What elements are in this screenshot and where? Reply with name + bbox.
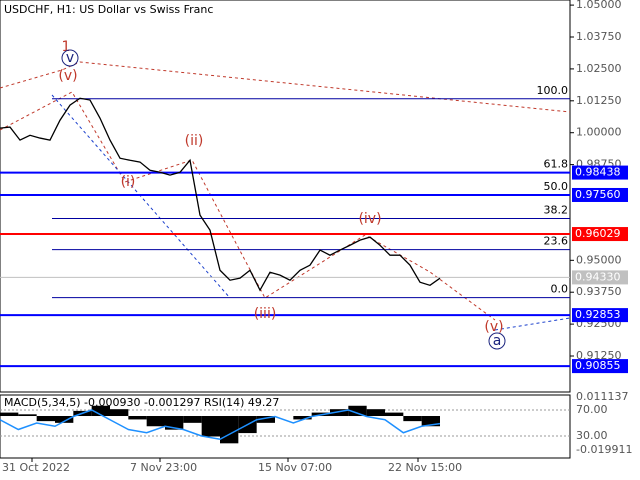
level-label: 0.92853 <box>575 308 621 321</box>
wave-label: (v) <box>58 68 77 84</box>
macd-bar <box>220 416 239 444</box>
indicator-title: MACD(5,34,5) -0.000930 -0.001297 RSI(14)… <box>4 396 279 409</box>
macd-bar <box>293 416 312 420</box>
macd-bar <box>165 416 184 430</box>
wave-label: 1 <box>62 39 71 55</box>
indicator-tick-label: 0.011137 <box>576 390 629 403</box>
wave-circle <box>488 332 506 350</box>
price-line <box>0 97 441 292</box>
macd-bar <box>0 412 19 417</box>
fib-label: 38.2 <box>544 203 569 216</box>
wave-line <box>51 94 231 299</box>
wave-label: (i) <box>121 174 136 190</box>
macd-bar <box>403 416 422 422</box>
y-tick-label: 1.05000 <box>576 0 622 11</box>
indicator-tick-label: -0.019911 <box>576 443 632 456</box>
macd-bar <box>146 416 165 427</box>
macd-bar <box>110 409 129 417</box>
level-label: 0.96029 <box>575 227 621 240</box>
level-box <box>572 270 628 285</box>
wave-label: (iv) <box>358 211 381 227</box>
fib-label: 61.8 <box>544 158 569 171</box>
chart-title: USDCHF, H1: US Dollar vs Swiss Franc <box>4 3 213 16</box>
macd-bar <box>385 412 404 417</box>
wave-label: a <box>493 333 502 349</box>
rsi-tick-label: 70.00 <box>576 403 608 416</box>
rsi-line <box>0 409 441 441</box>
y-tick-label: 0.91250 <box>576 349 622 362</box>
x-tick-label: 31 Oct 2022 <box>2 461 70 474</box>
fib-label: 100.0 <box>537 84 569 97</box>
macd-bar <box>183 416 202 423</box>
level-label: 0.90855 <box>575 359 621 372</box>
wave-circle <box>61 49 79 67</box>
wave-lines <box>0 61 571 331</box>
level-box <box>572 359 628 374</box>
y-tick-label: 1.01250 <box>576 94 622 107</box>
macd-bar <box>366 409 385 417</box>
level-label: 0.98438 <box>575 166 621 179</box>
level-box <box>572 227 628 242</box>
level-label: 0.97560 <box>575 188 621 201</box>
level-label: 0.94330 <box>575 270 621 283</box>
macd-bar <box>128 416 147 420</box>
wave-label: (v) <box>484 319 503 335</box>
fib-label: 50.0 <box>544 180 569 193</box>
macd-bar <box>55 416 74 423</box>
y-tick-label: 0.95000 <box>576 253 622 266</box>
y-tick-label: 1.02500 <box>576 62 622 75</box>
x-tick-label: 22 Nov 15:00 <box>388 461 462 474</box>
macd-bar <box>36 416 55 422</box>
y-tick-label: 0.93750 <box>576 285 622 298</box>
wave-label: (iii) <box>254 306 277 322</box>
y-tick-label: 1.03750 <box>576 30 622 43</box>
wave-line <box>0 61 571 113</box>
x-tick-label: 15 Nov 07:00 <box>258 461 332 474</box>
macd-bar <box>330 409 349 417</box>
plot-frame <box>0 0 571 393</box>
indicator-frame <box>0 394 571 459</box>
wave-label: v <box>66 50 74 66</box>
wave-line <box>0 91 496 321</box>
macd-bar <box>18 414 37 417</box>
level-box <box>572 308 628 323</box>
y-tick-label: 1.00000 <box>576 126 622 139</box>
macd-bar <box>256 416 275 423</box>
x-tick-label: 7 Nov 23:00 <box>130 461 197 474</box>
macd-bar <box>91 405 110 417</box>
level-box <box>572 187 628 202</box>
fib-label: 0.0 <box>551 283 569 296</box>
macd-bar <box>421 416 440 427</box>
macd-bar <box>201 416 220 437</box>
wave-line <box>494 317 571 331</box>
rsi-tick-label: 30.00 <box>576 429 608 442</box>
level-box <box>572 165 628 180</box>
macd-bar <box>348 405 367 417</box>
wave-label: (ii) <box>185 133 204 149</box>
fib-label: 23.6 <box>544 235 569 248</box>
